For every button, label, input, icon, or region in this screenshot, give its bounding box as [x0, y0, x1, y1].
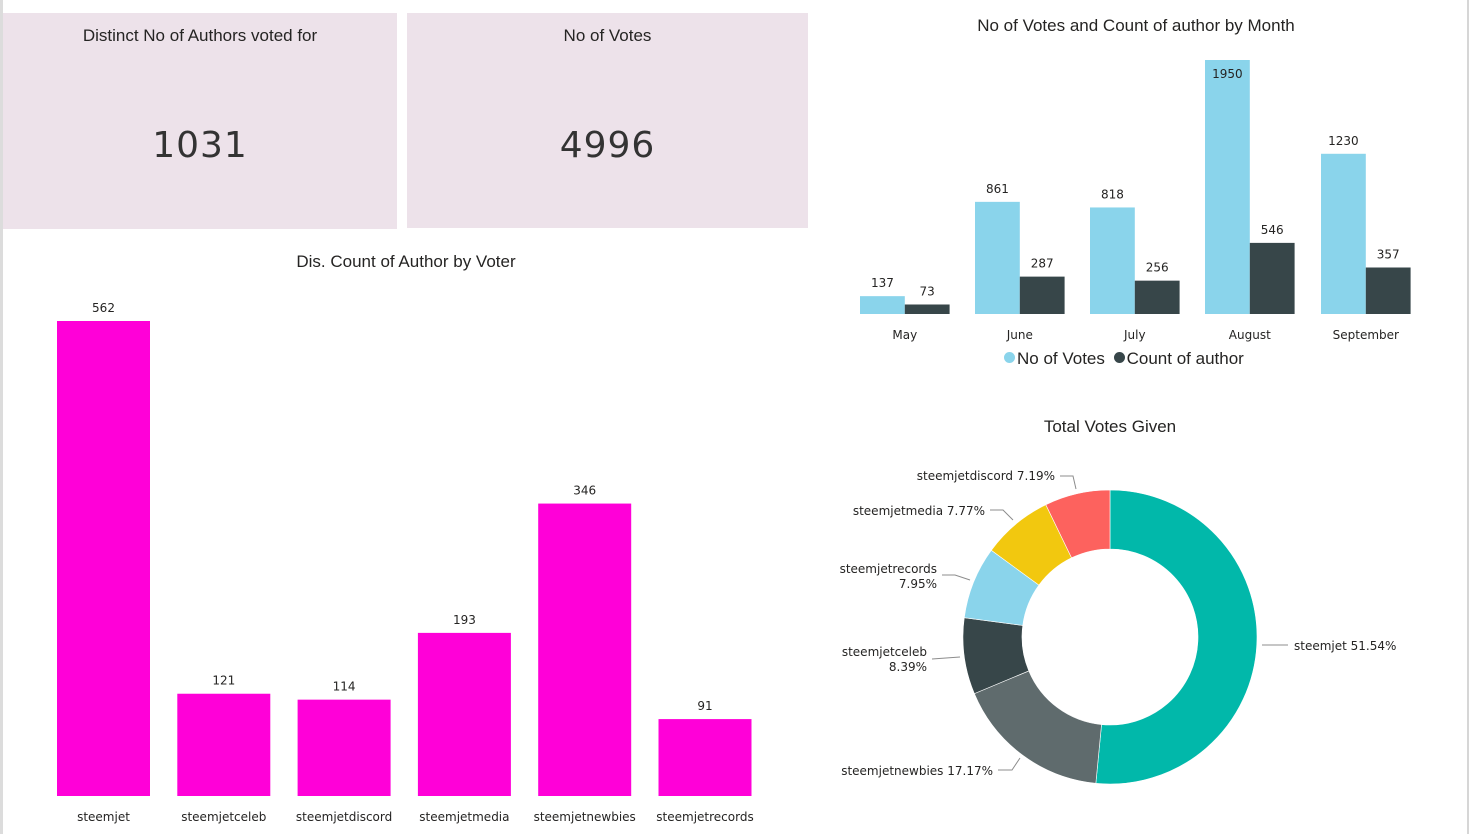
data-label: 562 — [92, 301, 115, 315]
bar-september-authors[interactable] — [1365, 267, 1411, 314]
votes-by-month-title: No of Votes and Count of author by Month — [977, 16, 1295, 35]
bar-steemjetceleb[interactable] — [177, 693, 271, 796]
votes-by-month-legend: No of Votes Count of author — [1000, 349, 1244, 369]
data-label: 346 — [573, 484, 596, 498]
x-tick-label: steemjetnewbies — [534, 810, 636, 824]
x-tick-label: May — [892, 328, 917, 342]
bar-july-votes[interactable] — [1090, 207, 1135, 314]
data-label: 546 — [1261, 223, 1284, 237]
leader-line — [990, 509, 1014, 521]
bar-june-authors[interactable] — [1019, 276, 1065, 314]
slice-label: steemjetceleb — [842, 645, 927, 659]
card-title: Distinct No of Authors voted for — [82, 26, 318, 45]
leader-line — [931, 656, 961, 660]
slice-label: steemjetrecords — [840, 562, 937, 576]
x-tick-label: August — [1229, 328, 1271, 342]
data-label: 818 — [1101, 187, 1124, 201]
data-label: 1230 — [1328, 134, 1359, 148]
bar-steemjetrecords[interactable] — [658, 719, 752, 796]
bar-july-authors[interactable] — [1134, 280, 1180, 314]
x-tick-label: steemjet — [77, 810, 130, 824]
bar-may-votes[interactable] — [860, 296, 905, 314]
slice-percent: 8.39% — [889, 660, 927, 674]
data-label: 193 — [453, 613, 476, 627]
bar-steemjetnewbies[interactable] — [538, 503, 632, 796]
bar-steemjetdiscord[interactable] — [297, 699, 391, 796]
x-tick-label: steemjetmedia — [419, 810, 509, 824]
x-tick-label: July — [1123, 328, 1146, 342]
x-tick-label: September — [1333, 328, 1399, 342]
data-label: 91 — [697, 699, 712, 713]
card-title: No of Votes — [563, 26, 652, 45]
data-label: 256 — [1146, 261, 1169, 275]
donut-slice-steemjetnewbies[interactable] — [973, 670, 1102, 784]
bar-august-votes[interactable] — [1205, 60, 1250, 314]
legend-dot-icon — [1113, 352, 1125, 363]
card-no-of-votes[interactable]: No of Votes 4996 — [407, 13, 808, 228]
legend-dot-icon — [1004, 352, 1015, 363]
slice-label: steemjetdiscord 7.19% — [917, 469, 1055, 483]
bar-june-votes[interactable] — [975, 201, 1020, 314]
leader-line — [1060, 475, 1077, 490]
donut-slice-steemjet[interactable] — [1095, 489, 1258, 785]
card-distinct-authors[interactable]: Distinct No of Authors voted for 1031 — [3, 13, 397, 229]
data-label: 137 — [871, 276, 894, 290]
data-label: 861 — [986, 182, 1009, 196]
left-border — [0, 0, 3, 834]
x-tick-label: steemjetceleb — [181, 810, 266, 824]
bar-september-votes[interactable] — [1321, 153, 1366, 314]
total-votes-title: Total Votes Given — [1043, 417, 1177, 436]
x-tick-label: June — [1006, 328, 1033, 342]
slice-label: steemjetnewbies 17.17% — [841, 764, 993, 778]
x-tick-label: steemjetdiscord — [296, 810, 392, 824]
leader-line — [998, 757, 1021, 771]
legend-item-votes[interactable]: No of Votes — [1000, 349, 1105, 368]
data-label: 73 — [920, 284, 935, 298]
slice-label: steemjet 51.54% — [1294, 639, 1396, 653]
data-label: 1950 — [1212, 67, 1243, 81]
data-label: 287 — [1031, 257, 1054, 271]
data-label: 357 — [1377, 247, 1400, 261]
bar-august-authors[interactable] — [1249, 242, 1295, 314]
bar-may-authors[interactable] — [904, 304, 950, 314]
slice-percent: 7.95% — [899, 577, 937, 591]
data-label: 114 — [333, 680, 356, 694]
bar-steemjetmedia[interactable] — [417, 632, 511, 796]
author-by-voter-title: Dis. Count of Author by Voter — [296, 252, 516, 271]
legend-item-authors[interactable]: Count of author — [1110, 349, 1244, 368]
x-tick-label: steemjetrecords — [656, 810, 753, 824]
card-value: 4996 — [559, 125, 656, 166]
leader-line — [942, 574, 971, 581]
data-label: 121 — [212, 674, 235, 688]
donut-slice-steemjetdiscord[interactable] — [1045, 489, 1111, 559]
scrollbar[interactable] — [1467, 0, 1469, 834]
bar-steemjet[interactable] — [57, 321, 150, 796]
card-value: 1031 — [152, 125, 248, 166]
slice-label: steemjetmedia 7.77% — [853, 504, 985, 518]
